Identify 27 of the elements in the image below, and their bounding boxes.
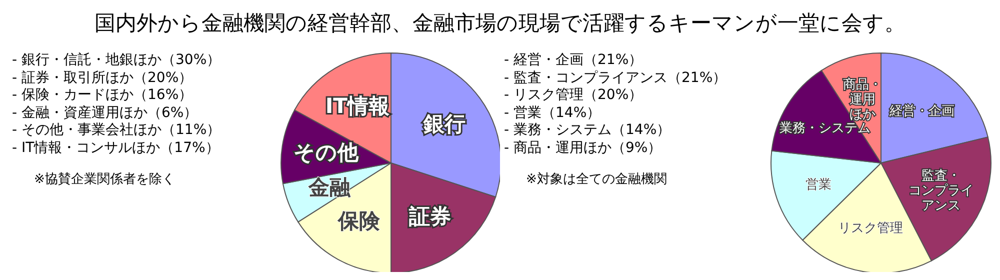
text: - 業務・システム（14%） [504,122,672,140]
text: - 営業（14%） [504,104,602,122]
slice-label: 営業 [806,177,832,192]
slice-label: IT情報 [325,94,390,118]
slice-label: リスク管理 [838,220,904,236]
slice-label: 商品・運用ほか [842,77,882,122]
text: - 証券・取引所ほか（20%） [12,70,194,87]
slice-label: その他 [293,140,360,165]
text: - その他・事業会社ほか（11%） [12,122,221,140]
slice-label: 金融 [308,175,352,200]
slice-label: 証券 [408,204,451,228]
slice-label: 銀行 [422,112,466,136]
text: ※対象は全ての金融機関 [526,171,668,188]
text: - 保険・カードほか（16%） [12,87,194,104]
slice-label: 経営・企画 [888,104,954,119]
chart-title: 国内外から金融機関の経営幹部、金融市場の現場で活躍するキーマンが一堂に会す。 [94,10,906,37]
text: - 銀行・信託・地銀ほか（30%） [12,52,221,70]
text: - 金融・資産運用ほか（6%） [12,104,199,122]
text: - 商品・運用ほか（9%） [504,140,663,157]
text: - 監査・コンプライアンス（21%） [504,70,727,87]
slice-label: 監査・コンプライアンス [908,168,974,213]
slice-label: 保険 [337,208,382,233]
text: - リスク管理（20%） [504,87,644,104]
text: - 経営・企画（21%） [504,52,644,70]
slice-label: 業務・システム [779,120,870,136]
text: ※協賛企業関係者を除く [34,171,176,188]
text: - IT情報・コンサルほか（17%） [12,140,220,157]
